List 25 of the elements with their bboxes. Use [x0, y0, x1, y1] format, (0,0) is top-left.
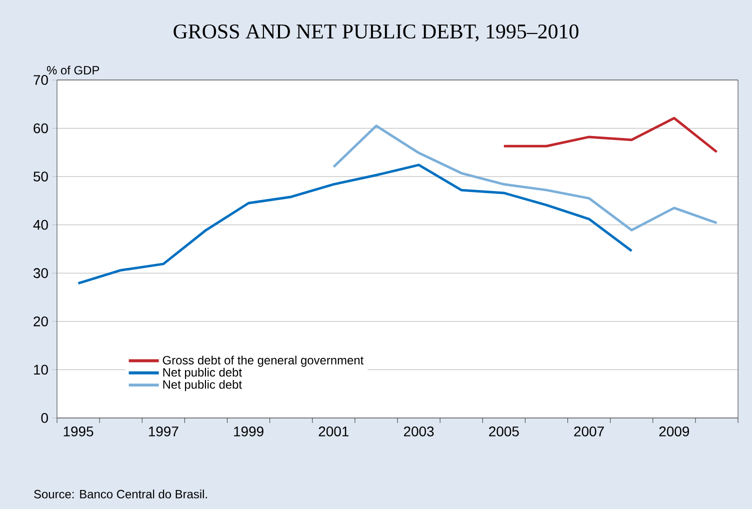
- line-series: [77, 164, 633, 285]
- x-tick-label: 2005: [489, 426, 519, 436]
- y-tick-label: 50: [34, 172, 48, 182]
- line-series: [332, 124, 718, 232]
- y-tick-label: 30: [34, 268, 48, 278]
- x-tick-label: 2007: [574, 426, 604, 436]
- y-tick-label: 60: [34, 123, 48, 134]
- x-tick-label: 1997: [148, 426, 178, 436]
- legend-label: Gross debt of the general government: [162, 356, 364, 367]
- chart-title: GROSS AND NET PUBLIC DEBT, 1995–2010: [174, 24, 578, 42]
- x-tick-label: 1995: [64, 426, 94, 436]
- y-tick-label: 0: [41, 413, 48, 423]
- y-tick-label: 40: [33, 220, 48, 230]
- y-axis-title: % of GDP: [46, 66, 100, 74]
- line-series: [502, 116, 718, 154]
- legend-label: Net public debt: [163, 368, 242, 379]
- legend-label: Net public debt: [163, 380, 242, 392]
- y-tick-label: 20: [34, 316, 48, 326]
- x-tick-label: 2001: [318, 426, 348, 436]
- x-tick-label: 1999: [234, 426, 264, 436]
- x-tick-label: 2009: [659, 426, 690, 436]
- x-tick-label: 2003: [404, 426, 434, 436]
- y-tick-label: 70: [34, 75, 48, 85]
- source-note: Source: Banco Central do Brasil.: [34, 490, 207, 498]
- y-tick-label: 10: [34, 364, 48, 375]
